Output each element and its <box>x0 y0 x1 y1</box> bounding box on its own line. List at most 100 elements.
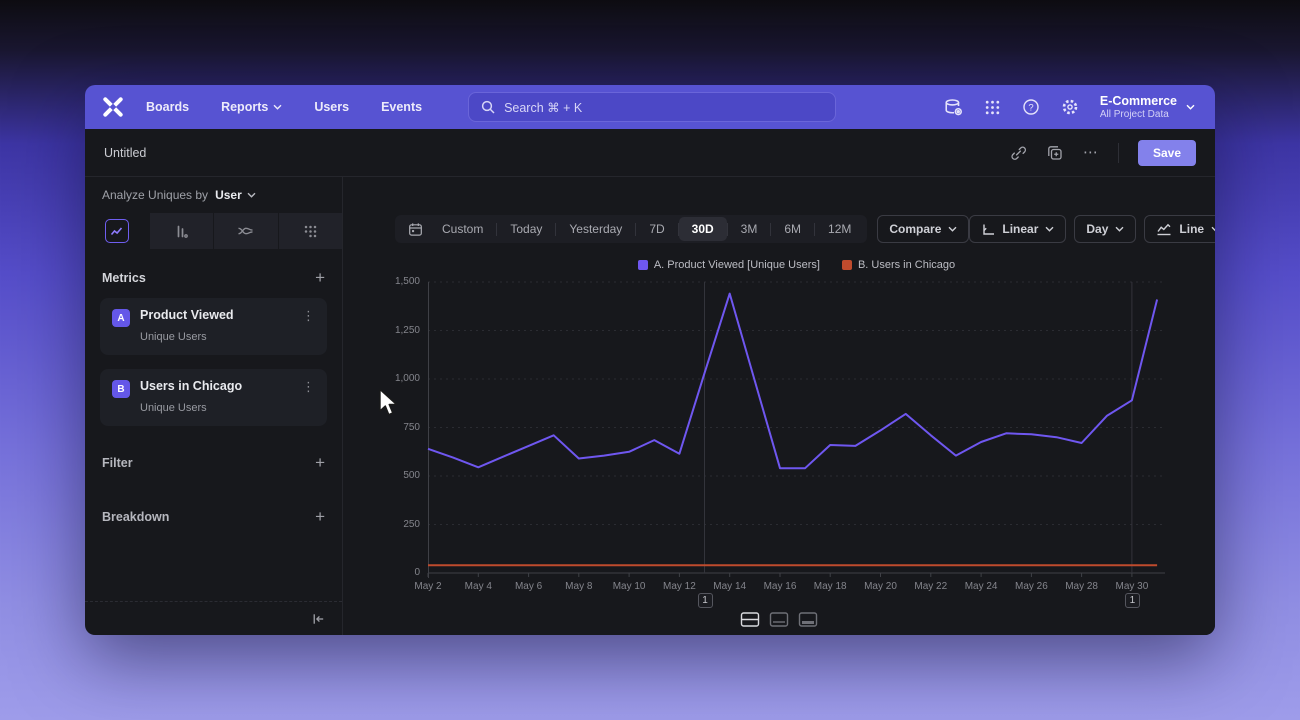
y-axis-tick: 250 <box>403 518 420 530</box>
project-switcher[interactable]: E-Commerce All Project Data <box>1100 94 1195 120</box>
nav-item-users[interactable]: Users <box>314 100 349 114</box>
search-input[interactable]: Search ⌘ + K <box>468 92 837 122</box>
nav-item-reports[interactable]: Reports <box>221 100 282 114</box>
range-option-6m[interactable]: 6M <box>784 222 802 236</box>
legend-swatch <box>841 260 852 270</box>
flows-icon <box>238 227 253 235</box>
tab-retention[interactable] <box>279 213 343 249</box>
tab-flows[interactable] <box>214 213 279 249</box>
metric-card-a[interactable]: A Product Viewed Unique Users ⋮ <box>100 298 327 355</box>
add-filter-button[interactable]: + <box>315 453 325 472</box>
x-axis-tick: May 18 <box>813 581 847 592</box>
plot-area: 0 250 500 750 1,000 1,250 1,500 May 2 May 4 May 6… <box>395 276 1165 608</box>
collapse-left-icon <box>313 613 324 624</box>
range-separator <box>677 222 679 236</box>
tab-insights[interactable] <box>85 213 150 249</box>
range-option-yesterday[interactable]: Yesterday <box>569 222 623 236</box>
copy-link-icon[interactable] <box>1009 144 1027 162</box>
retention-dots-icon <box>304 225 316 237</box>
search-placeholder: Search ⌘ + K <box>504 100 583 115</box>
range-separator <box>770 222 772 236</box>
compare-label: Compare <box>889 222 942 236</box>
tab-funnels[interactable] <box>150 213 214 249</box>
metrics-section-header: Metrics + <box>85 268 342 287</box>
project-name: E-Commerce <box>1099 94 1177 108</box>
toolbar-actions: ⋯ Save <box>1009 139 1196 166</box>
save-button[interactable]: Save <box>1138 139 1196 166</box>
chevron-down-icon <box>247 192 256 198</box>
x-axis-tick: May 4 <box>464 581 492 592</box>
chart-type-label: Line <box>1179 222 1205 236</box>
legend-item-b[interactable]: B. Users in Chicago <box>841 259 955 271</box>
settings-gear-icon[interactable] <box>1061 98 1079 116</box>
chart-controls: Custom Today Yesterday 7D 30D 3M 6M 12M Compare… <box>395 215 1215 243</box>
x-axis-tick: May 10 <box>612 581 646 592</box>
mixpanel-logo[interactable] <box>100 94 126 120</box>
chart-type-select[interactable]: Line <box>1144 215 1215 243</box>
scale-select[interactable]: Linear <box>969 215 1067 243</box>
data-management-icon[interactable] <box>944 98 963 117</box>
layout-option-chart-with-table[interactable] <box>769 611 789 628</box>
nav-right-cluster: ? E-Commerce All Project Data <box>944 94 1195 120</box>
range-option-7d[interactable]: 7D <box>649 222 665 236</box>
toolbar-divider <box>1118 142 1119 163</box>
main-nav: Boards Reports Users Events <box>146 100 422 114</box>
nav-item-label: Events <box>381 100 423 114</box>
range-option-12m[interactable]: 12M <box>828 222 852 236</box>
annotation-badge[interactable]: 1 <box>1124 593 1140 608</box>
range-option-custom[interactable]: Custom <box>442 222 484 236</box>
report-toolbar: Untitled ⋯ Save <box>85 129 1215 177</box>
x-axis-tick: May 16 <box>763 581 797 592</box>
analyze-by-selector[interactable]: Analyze Uniques by User <box>85 177 342 213</box>
insights-line-chart-icon <box>104 219 129 243</box>
project-subtitle: All Project Data <box>1099 109 1169 120</box>
logo-x-icon <box>103 97 123 117</box>
chart-legend: A. Product Viewed [Unique Users] B. Users… <box>428 259 1165 271</box>
nav-item-boards[interactable]: Boards <box>146 100 189 114</box>
legend-item-a[interactable]: A. Product Viewed [Unique Users] <box>637 259 820 271</box>
chevron-down-icon <box>273 104 282 110</box>
apps-grid-icon[interactable] <box>984 99 1001 116</box>
content-area: Analyze Uniques by User <box>85 177 1215 635</box>
range-option-today[interactable]: Today <box>510 222 543 236</box>
layout-option-table-focus[interactable] <box>798 611 818 628</box>
metric-menu-icon[interactable]: ⋮ <box>302 308 315 323</box>
range-separator <box>635 222 637 236</box>
metric-type: Unique Users <box>140 402 207 414</box>
interval-select[interactable]: Day <box>1074 215 1137 243</box>
breakdown-section-header: Breakdown + <box>85 507 342 526</box>
nav-item-label: Reports <box>221 100 269 114</box>
layout-option-split-horizontal[interactable] <box>740 611 760 628</box>
compare-button[interactable]: Compare <box>877 215 970 243</box>
chevron-down-icon <box>1211 226 1215 232</box>
x-axis-tick: May 2 <box>414 581 442 592</box>
scale-label: Linear <box>1002 222 1039 236</box>
metric-menu-icon[interactable]: ⋮ <box>302 379 315 394</box>
metric-badge: A <box>112 309 130 327</box>
metric-badge: B <box>112 380 130 398</box>
help-icon[interactable]: ? <box>1022 98 1040 116</box>
chevron-down-icon <box>1186 104 1195 110</box>
duplicate-icon[interactable] <box>1046 144 1064 162</box>
more-options-button[interactable]: ⋯ <box>1083 143 1099 161</box>
metric-list: A Product Viewed Unique Users ⋮ B Users in Ch… <box>85 298 342 426</box>
range-separator <box>726 222 728 236</box>
add-breakdown-button[interactable]: + <box>315 507 325 526</box>
range-option-3m[interactable]: 3M <box>740 222 758 236</box>
collapse-sidebar-button[interactable] <box>310 611 326 627</box>
report-title[interactable]: Untitled <box>104 145 147 160</box>
range-option-30d[interactable]: 30D <box>678 217 727 241</box>
chart-panel: Custom Today Yesterday 7D 30D 3M 6M 12M Compare… <box>343 177 1215 635</box>
annotation-badge[interactable]: 1 <box>697 593 713 608</box>
chevron-down-icon <box>1115 226 1124 232</box>
line-chart[interactable] <box>427 281 1165 579</box>
nav-item-label: Users <box>314 100 350 114</box>
add-metric-button[interactable]: + <box>315 268 325 287</box>
nav-item-events[interactable]: Events <box>381 100 422 114</box>
y-axis-tick: 1,250 <box>394 324 420 336</box>
legend-swatch <box>637 260 648 270</box>
linear-axis-icon <box>983 224 995 235</box>
metric-card-b[interactable]: B Users in Chicago Unique Users ⋮ <box>100 369 327 426</box>
layout-toggles <box>343 611 1215 628</box>
